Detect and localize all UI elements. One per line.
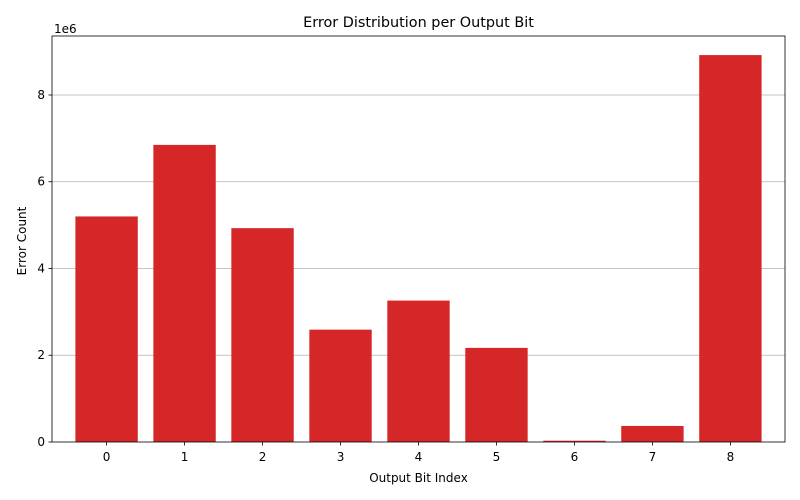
x-tick-label: 5 <box>493 450 501 464</box>
bar-6 <box>543 440 606 442</box>
chart-title: Error Distribution per Output Bit <box>303 15 534 31</box>
x-tick-label: 8 <box>727 450 735 464</box>
y-ticks: 0 2 4 6 8 <box>37 88 52 449</box>
bar-4 <box>387 300 450 442</box>
x-tick-label: 3 <box>337 450 345 464</box>
bar-0 <box>75 216 138 442</box>
bars <box>75 55 762 442</box>
bar-8 <box>699 55 762 442</box>
x-tick-label: 4 <box>415 450 423 464</box>
bar-3 <box>309 329 372 442</box>
y-offset-label: 1e6 <box>54 22 77 36</box>
y-tick-label: 2 <box>37 348 45 362</box>
x-tick-label: 2 <box>259 450 267 464</box>
x-ticks: 0 1 2 3 4 5 6 7 8 <box>103 442 734 464</box>
y-axis-title: Error Count <box>15 206 29 275</box>
y-tick-label: 4 <box>37 261 45 275</box>
bar-2 <box>231 228 294 442</box>
y-tick-label: 0 <box>37 435 45 449</box>
x-tick-label: 1 <box>181 450 189 464</box>
x-tick-label: 0 <box>103 450 111 464</box>
bar-1 <box>153 144 216 442</box>
y-tick-label: 6 <box>37 175 45 189</box>
bar-7 <box>621 425 684 442</box>
x-axis-title: Output Bit Index <box>369 471 468 485</box>
bar-5 <box>465 347 528 442</box>
y-tick-label: 8 <box>37 88 45 102</box>
x-tick-label: 7 <box>649 450 657 464</box>
x-tick-label: 6 <box>571 450 579 464</box>
